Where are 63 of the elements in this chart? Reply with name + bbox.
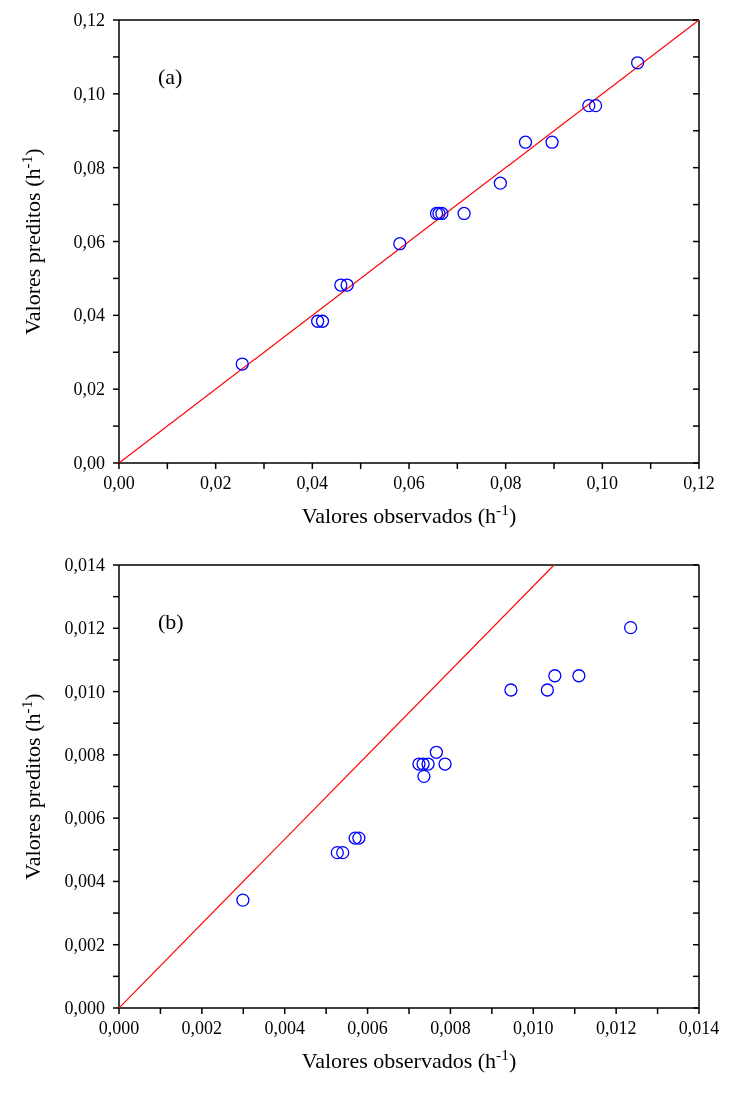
x-axis-title: Valores observados (h$^{-1}$) [301,1045,517,1073]
x-tick-label: 0,004 [264,1018,305,1038]
point [630,56,645,70]
x-tick-label: 0,006 [347,1018,388,1038]
point [236,893,250,907]
x-axis-title: Valores observados (h$^{-1}$) [301,500,517,528]
y-tick-label: 0,014 [64,555,105,575]
point [545,135,559,149]
y-tick-label: 0,08 [73,157,105,178]
y-tick-label: 0,12 [73,10,105,30]
point [518,135,533,149]
point [311,314,325,328]
point [348,831,362,845]
point [493,176,507,190]
x-tick-label: 0,014 [678,1018,720,1038]
point [340,278,354,292]
x-tick-label: 0,012 [595,1018,637,1038]
point [417,769,431,784]
point [315,314,330,328]
y-tick-label: 0,004 [64,871,105,892]
x-tick-label: 0,010 [513,1018,554,1038]
point [421,757,435,771]
y-tick-label: 0,04 [73,305,105,326]
x-tick-label: 0,008 [430,1018,471,1038]
y-tick-label: 0,06 [73,231,105,252]
annotation: (b) [158,609,184,635]
y-tick-label: 0,002 [64,934,105,955]
point [588,99,603,113]
y-tick-label: 0,006 [64,808,105,829]
x-tick-label: 0,000 [98,1018,140,1038]
point [235,357,249,371]
point [352,831,366,845]
x-tick-label: 0,04 [296,473,329,493]
point [548,669,562,683]
annotation: (a) [158,64,183,90]
point [572,669,586,683]
point [393,237,407,251]
y-tick-label: 0,010 [64,681,105,702]
point [457,206,471,221]
point [416,757,430,771]
x-tick-label: 0,08 [489,473,522,493]
x-tick-label: 0,002 [181,1018,223,1038]
point [330,845,344,860]
y-tick-label: 0,008 [64,744,105,765]
x-tick-label: 0,12 [683,473,715,493]
point [540,683,555,697]
point [582,99,596,113]
point [438,757,452,771]
point [429,745,443,759]
y-tick-label: 0,10 [73,83,105,104]
point [334,278,348,292]
point [623,621,638,635]
y-tick-label: 0,02 [73,379,105,400]
x-tick-label: 0,00 [103,473,135,493]
x-tick-label: 0,10 [586,473,619,493]
point [336,845,350,860]
y-tick-label: 0,00 [73,453,105,473]
y-tick-label: 0,000 [64,998,105,1018]
x-tick-label: 0,06 [393,473,425,493]
point [412,757,426,771]
x-tick-label: 0,02 [199,473,232,493]
point [504,683,518,697]
y-tick-label: 0,012 [64,618,105,639]
